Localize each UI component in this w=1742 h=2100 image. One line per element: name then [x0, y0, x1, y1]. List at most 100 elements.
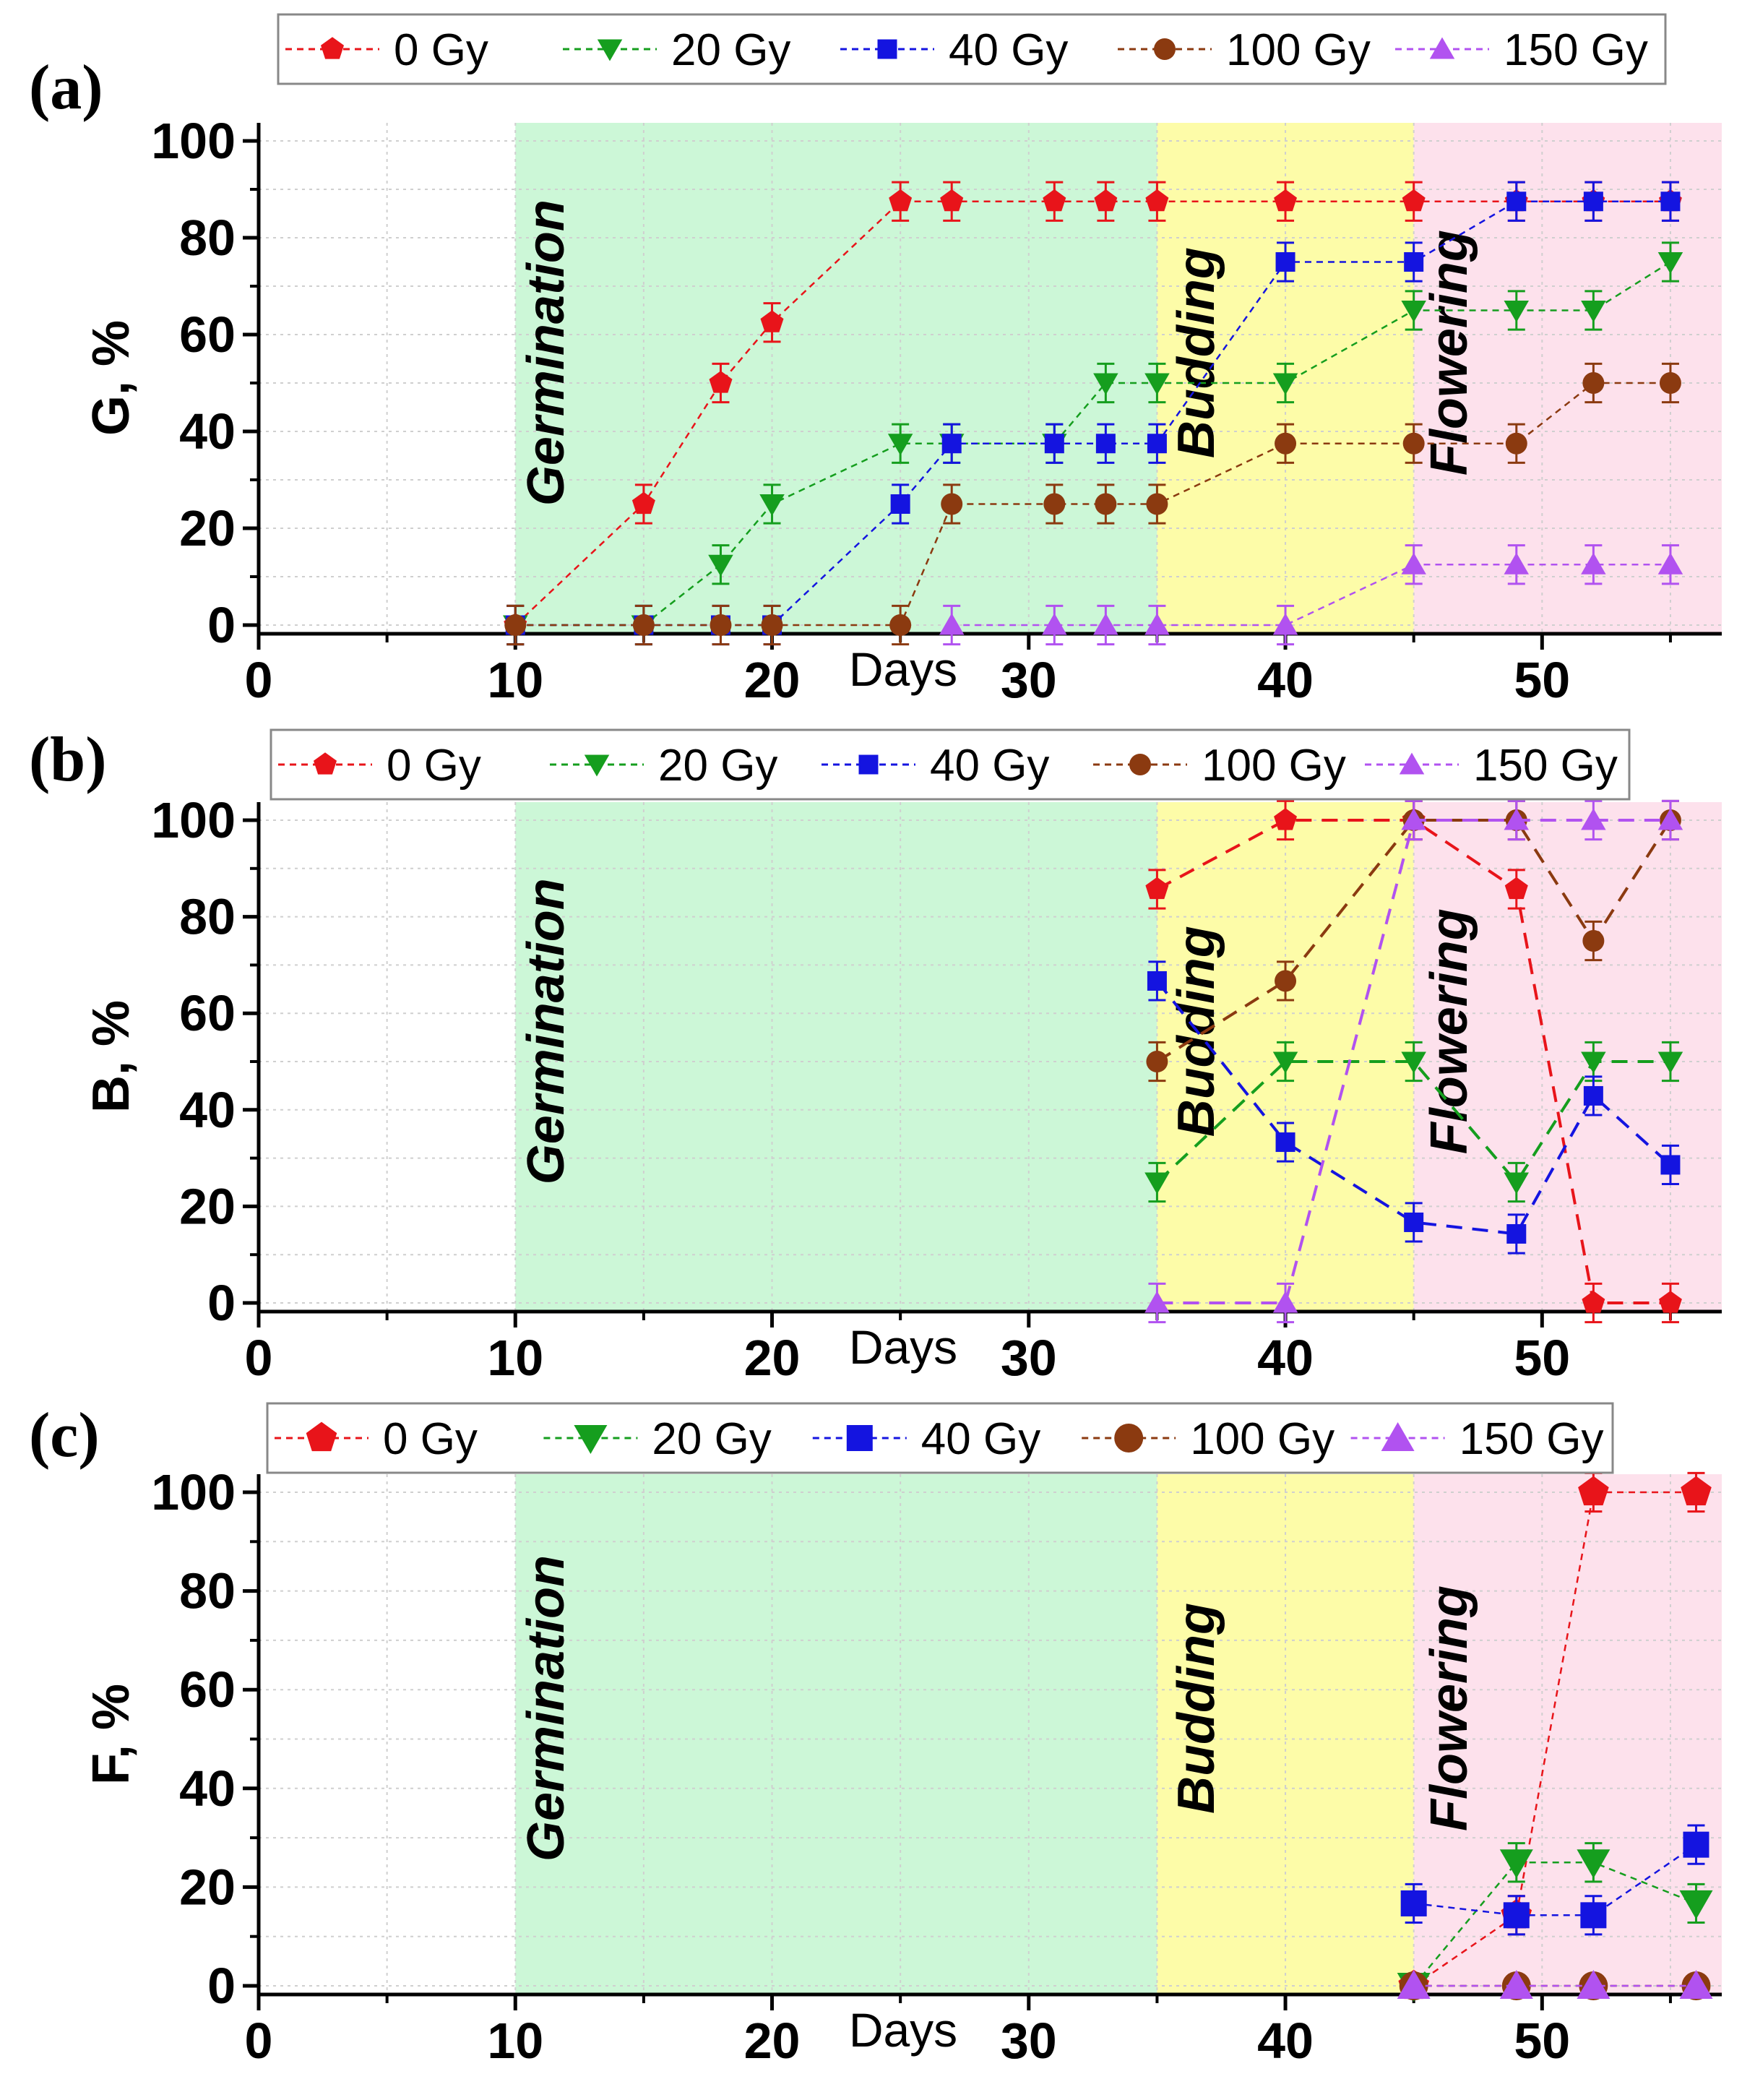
data-point [1683, 1831, 1709, 1858]
data-point [1042, 613, 1067, 635]
data-point [1146, 1051, 1168, 1072]
legend-label: 40 Gy [949, 25, 1068, 75]
series-line [515, 261, 1671, 627]
panel-label: (a) [29, 53, 103, 123]
series-line [1413, 1843, 1697, 1916]
data-point [1401, 1051, 1426, 1074]
y-axis-title: B, % [82, 1000, 140, 1113]
data-point [1499, 1970, 1533, 1999]
data-point [890, 494, 910, 514]
panel-label: (c) [29, 1400, 100, 1471]
x-tick-label: 10 [487, 2013, 543, 2069]
data-point [1272, 1291, 1298, 1313]
series-line [514, 200, 1670, 626]
y-tick-label: 100 [151, 792, 236, 848]
series-150gy [939, 544, 1683, 646]
phase-region-germination [515, 1474, 1157, 1994]
data-point [1401, 301, 1426, 322]
panel-c: 0 20 40 60 80 100 0 10 20 30 40 50 Days F, % Germinati… [29, 1400, 1722, 2069]
phase-label-flowering: Flowering [1420, 230, 1478, 475]
y-tick-label: 80 [179, 210, 236, 266]
data-point [1657, 252, 1683, 274]
data-point [631, 491, 655, 515]
legend-marker [1129, 754, 1151, 775]
data-point [1147, 971, 1167, 991]
y-tick-label: 40 [179, 1760, 236, 1817]
data-point [1146, 493, 1168, 515]
x-tick-label: 50 [1514, 2013, 1570, 2069]
x-axis-title: Days [849, 2003, 957, 2057]
data-point [1578, 1476, 1609, 1506]
data-point [708, 554, 733, 577]
data-point [1506, 1223, 1527, 1244]
y-tick-label: 20 [179, 500, 236, 556]
data-point [1577, 1970, 1611, 1999]
series-150gy [1144, 799, 1683, 1324]
panel-label: (b) [29, 725, 107, 795]
phase-label-flowering: Flowering [1420, 1585, 1478, 1831]
series-line [952, 564, 1670, 627]
legend-label: 100 Gy [1190, 1414, 1334, 1464]
data-point [504, 614, 527, 636]
data-point [1583, 192, 1603, 212]
x-tick-label: 20 [744, 1330, 801, 1386]
y-tick-label: 0 [207, 1275, 236, 1331]
y-tick-label: 60 [179, 306, 236, 363]
data-point [1581, 552, 1606, 575]
series-100gy [504, 362, 1681, 646]
phase-label-germination: Germination [517, 878, 575, 1184]
legend-label: 0 Gy [383, 1414, 478, 1464]
data-point [1093, 373, 1118, 395]
panel-a: 0 20 40 60 80 100 0 10 20 30 40 50 Days G, % Germinati… [29, 13, 1722, 708]
legend-marker [1154, 38, 1176, 60]
data-point [1581, 1051, 1606, 1074]
data-point [1400, 1890, 1427, 1916]
data-point [1505, 432, 1527, 455]
legend-marker [597, 39, 623, 61]
legend-marker [858, 754, 879, 775]
series-line [1413, 1491, 1696, 1987]
legend-label: 20 Gy [652, 1414, 771, 1464]
legend-marker [574, 1425, 608, 1454]
data-point [709, 371, 733, 393]
data-point [1404, 252, 1424, 272]
data-point [1679, 1890, 1713, 1919]
data-point [889, 189, 913, 212]
legend-label: 20 Gy [658, 741, 777, 791]
legend-label: 0 Gy [394, 25, 488, 75]
legend-marker [321, 37, 344, 59]
series-line [1157, 819, 1670, 1304]
legend-marker [584, 754, 610, 777]
y-tick-label: 80 [179, 889, 236, 945]
data-point [1577, 1849, 1611, 1879]
data-point [1504, 301, 1529, 322]
data-point [1504, 1172, 1529, 1195]
data-point [1043, 493, 1066, 515]
data-point [1504, 552, 1529, 575]
x-tick-label: 0 [245, 1330, 273, 1386]
data-point [1144, 373, 1170, 395]
x-axis-title: Days [849, 1320, 957, 1374]
phase-label-budding: Budding [1168, 1603, 1225, 1814]
x-tick-label: 50 [1514, 1330, 1570, 1386]
y-tick-label: 20 [179, 1178, 236, 1234]
data-point [1095, 434, 1116, 454]
data-point [760, 310, 784, 332]
x-tick-label: 30 [1001, 2013, 1057, 2069]
series-20gy [1144, 1041, 1683, 1203]
data-point [1144, 1291, 1170, 1313]
data-point [1657, 808, 1683, 830]
data-point [1095, 493, 1117, 515]
data-point [1094, 189, 1118, 212]
phase-label-flowering: Flowering [1420, 908, 1478, 1154]
data-point [1581, 301, 1606, 322]
legend-label: 40 Gy [930, 741, 1049, 791]
data-point [710, 614, 732, 636]
legend-marker [877, 39, 897, 59]
data-point [759, 494, 785, 516]
legend-marker [1399, 752, 1425, 775]
data-point [1147, 434, 1167, 454]
y-tick-label: 40 [179, 1082, 236, 1138]
y-axis-title: G, % [82, 320, 140, 436]
legend-marker [314, 752, 337, 775]
